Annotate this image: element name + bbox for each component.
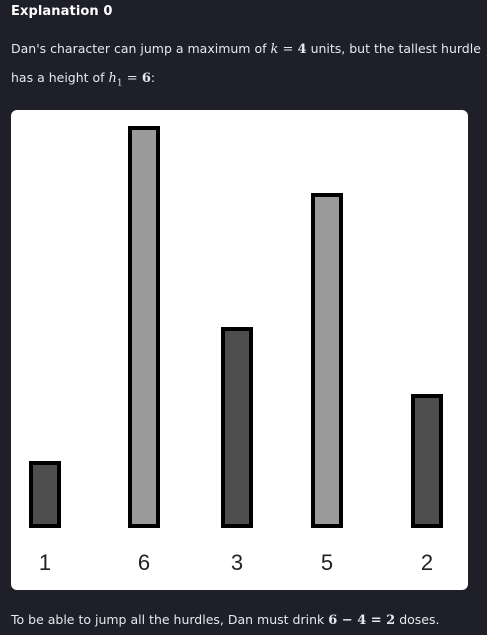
h-subscript: 1 <box>116 78 123 89</box>
hurdle-bar-2 <box>128 126 160 528</box>
hurdle-label-2: 6 <box>137 550 151 575</box>
conclusion-paragraph: To be able to jump all the hurdles, Dan … <box>11 606 481 635</box>
intro-text-end: : <box>150 70 156 85</box>
conclusion-text-start: To be able to jump all the hurdles, Dan … <box>11 612 329 627</box>
k-variable: k <box>270 42 279 57</box>
dose-equation: 6 − 4 = 2 <box>328 613 396 628</box>
k-value: 4 <box>297 42 307 57</box>
h-expression: h1 = 6 <box>108 71 151 89</box>
conclusion-text-end: doses. <box>395 612 440 627</box>
h-equals: = <box>122 71 142 86</box>
h-variable: h <box>108 71 117 86</box>
hurdle-label-5: 2 <box>420 550 434 575</box>
h-value: 6 <box>141 71 151 86</box>
hurdle-bar-3 <box>221 327 253 528</box>
hurdle-label-4: 5 <box>320 550 334 575</box>
dose-expression: 6 − 4 = 2 <box>328 613 395 628</box>
hurdle-label-3: 3 <box>230 550 244 575</box>
hurdle-bar-4 <box>311 193 343 528</box>
section-heading: Explanation 0 <box>11 4 113 19</box>
k-expression: k = 4 <box>270 42 306 57</box>
intro-text-middle: units, but the tallest hurdle has a heig… <box>11 41 481 85</box>
hurdle-bar-1 <box>29 461 61 528</box>
hurdle-label-1: 1 <box>38 550 52 575</box>
hurdle-bar-5 <box>411 394 443 528</box>
k-equals: = <box>278 42 298 57</box>
intro-text-start: Dan's character can jump a maximum of <box>11 41 271 56</box>
intro-paragraph: Dan's character can jump a maximum of k … <box>11 35 481 98</box>
hurdle-chart: 1 6 3 5 2 <box>11 110 468 590</box>
